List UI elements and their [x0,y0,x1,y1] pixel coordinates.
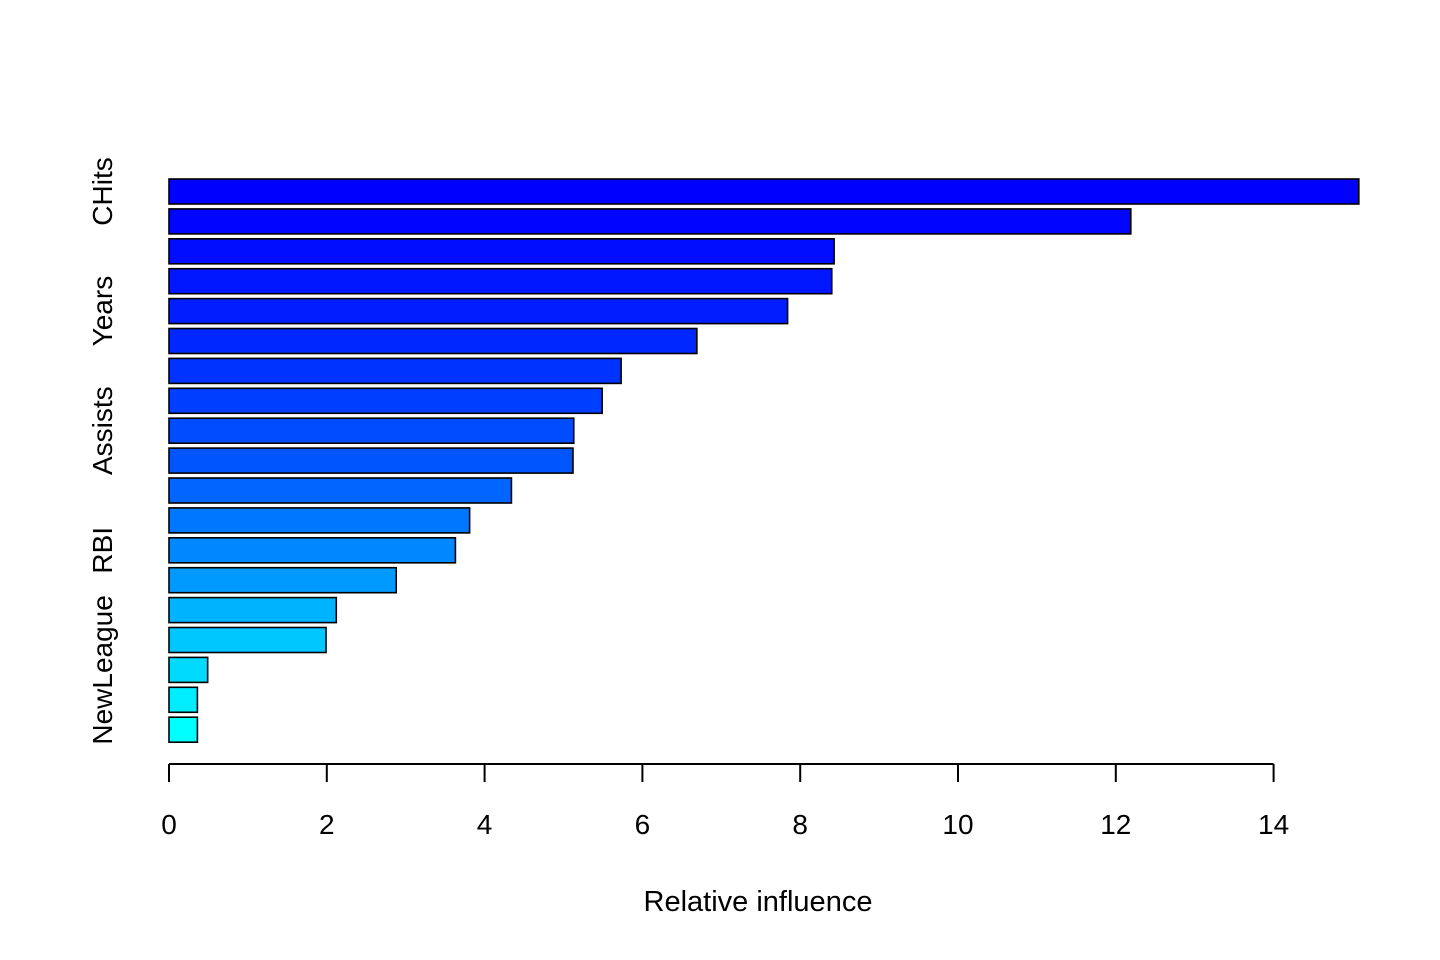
x-axis-title: Relative influence [644,886,873,918]
bar-17 [168,656,209,684]
x-tick-label: 2 [319,809,335,840]
bar-8 [168,387,603,415]
x-tick-label: 6 [635,809,651,840]
bar-10 [168,447,574,474]
bar-14 [168,566,398,594]
x-axis: 0 2 4 6 8 10 12 14 [161,763,1289,840]
bar-7 [168,357,622,385]
x-tick-label: 14 [1258,809,1289,840]
bar-6 [168,327,698,355]
y-tick-label: NewLeague [87,595,118,744]
x-tick-label: 4 [477,809,493,840]
bar-11 [168,477,513,504]
x-tick-label: 8 [792,809,808,840]
y-tick-label: CHits [87,157,118,225]
y-tick-label: Assists [87,386,118,475]
bar-5 [168,297,789,325]
x-tick-label: 12 [1100,809,1131,840]
bar-1 [168,178,1360,205]
bar-13 [168,536,457,564]
y-tick-label: Years [87,276,118,347]
bar-9 [168,417,575,445]
bar-2 [168,208,1132,235]
bar-18 [168,686,199,714]
bar-16 [168,626,327,654]
x-tick-label: 0 [161,809,177,840]
bar-3 [168,238,835,265]
y-axis-labels: CHits Years Assists RBI NewLeague [87,157,118,744]
bar-4 [168,267,833,295]
bar-12 [168,507,471,534]
x-tick-label: 10 [942,809,973,840]
bars-group [168,178,1360,744]
bar-15 [168,596,338,624]
bar-19 [168,716,199,744]
y-tick-label: RBI [87,527,118,574]
